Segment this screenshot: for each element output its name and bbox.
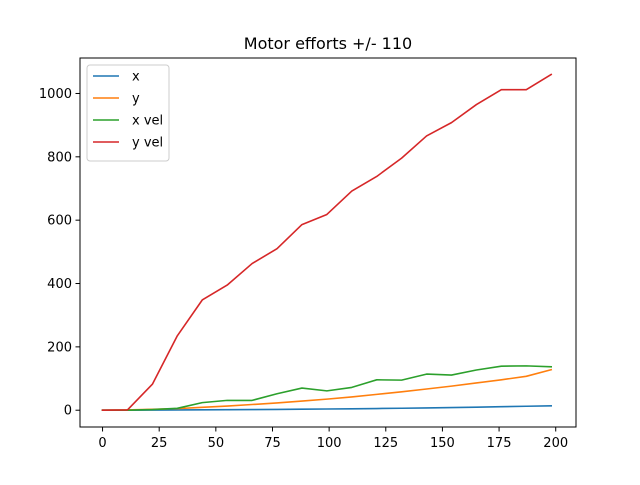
series-line-x-vel xyxy=(101,365,553,412)
legend: xy x vel y vel xyxy=(86,64,170,162)
x-tick-label: 175 xyxy=(487,436,512,451)
chart-title: Motor efforts +/- 110 xyxy=(244,34,412,53)
y-tick-label: 200 xyxy=(47,340,72,355)
y-tick-label: 800 xyxy=(47,150,72,165)
plot-lines xyxy=(101,73,553,412)
legend-label-x-vel: x vel xyxy=(132,114,163,129)
legend-label-x: x xyxy=(132,70,140,85)
x-tick-label: 75 xyxy=(264,436,281,451)
series-line-x xyxy=(101,404,553,412)
x-tick-label: 150 xyxy=(430,436,455,451)
x-tick-label: 100 xyxy=(317,436,342,451)
x-axis: 0 25 50 75 100 125 150 175 200 xyxy=(98,427,568,451)
x-tick-label: 50 xyxy=(208,436,225,451)
y-tick-label: 400 xyxy=(47,277,72,292)
x-tick-label: 25 xyxy=(151,436,168,451)
legend-label-y-vel: y vel xyxy=(132,136,163,151)
y-tick-label: 0 xyxy=(64,404,72,419)
y-axis: 0 200 400 600 800 1000 xyxy=(39,87,80,419)
x-tick-label: 0 xyxy=(98,436,106,451)
legend-box xyxy=(86,64,170,162)
y-tick-label: 600 xyxy=(47,214,72,229)
y-tick-label: 1000 xyxy=(39,87,72,102)
series-line-y-vel xyxy=(101,73,553,412)
x-tick-label: 125 xyxy=(373,436,398,451)
legend-label-y: y xyxy=(132,92,140,107)
plot-frame xyxy=(79,57,577,428)
x-tick-label: 200 xyxy=(543,436,568,451)
